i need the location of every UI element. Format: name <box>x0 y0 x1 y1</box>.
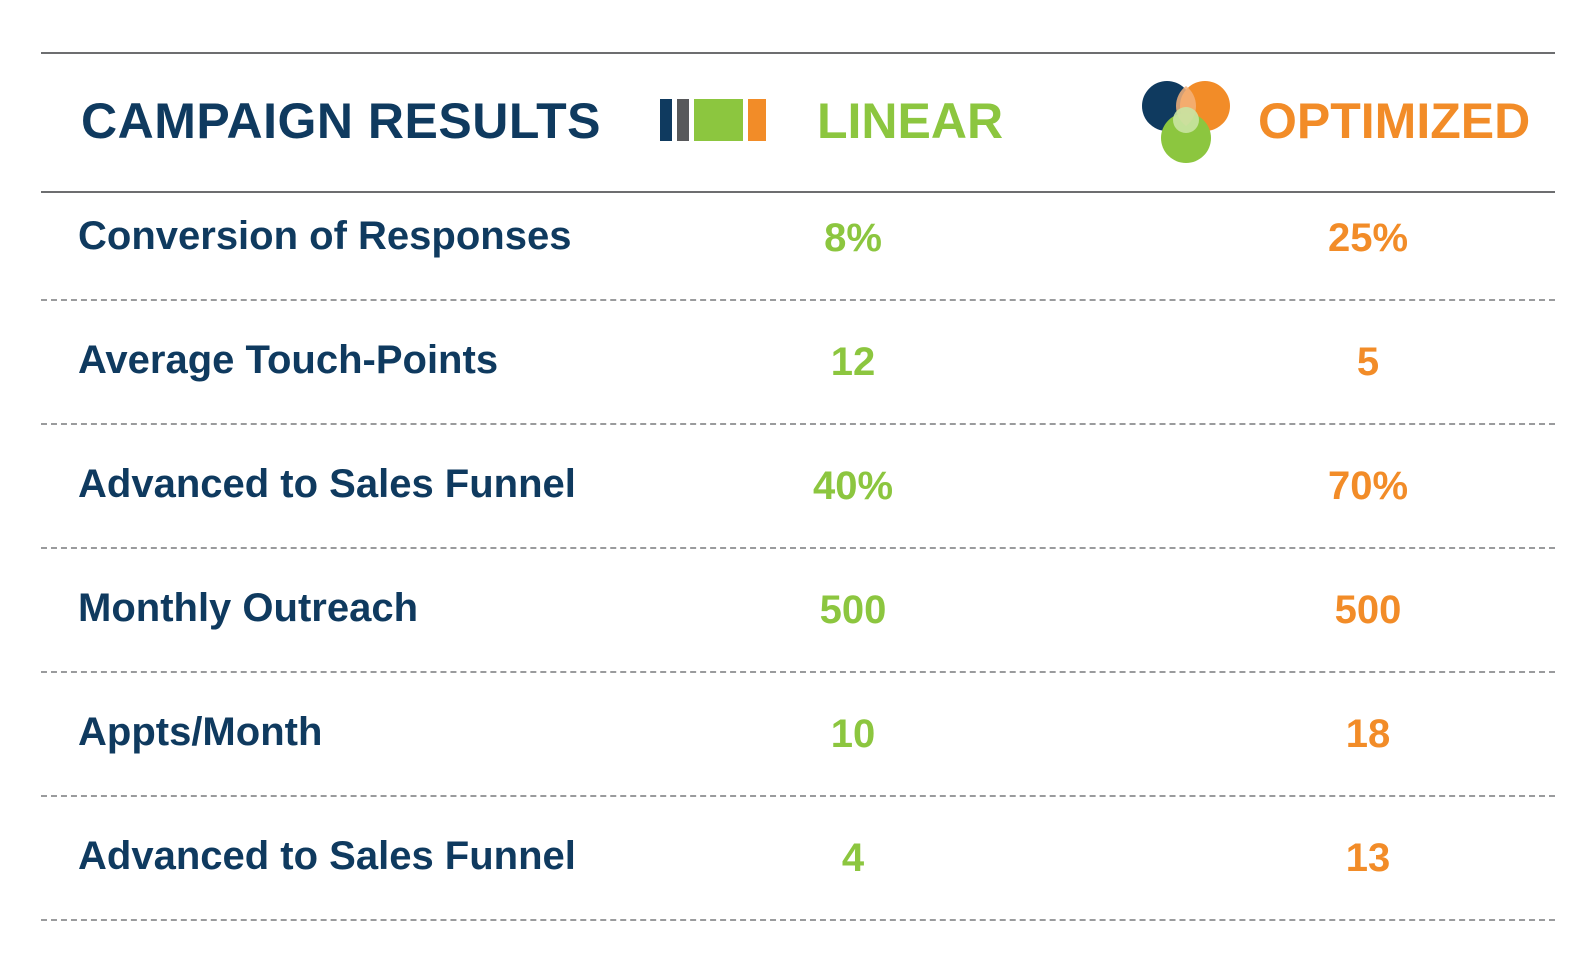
header-rule <box>41 191 1555 193</box>
optimized-value: 18 <box>1345 712 1391 756</box>
linear-column-header: LINEAR <box>817 93 1004 149</box>
metric-label: Monthly Outreach <box>78 586 419 630</box>
linear-value: 500 <box>819 588 887 632</box>
row-divider <box>41 299 1555 301</box>
linear-value: 4 <box>841 836 865 880</box>
optimized-value: 70% <box>1327 464 1409 508</box>
linear-value: 40% <box>812 464 894 508</box>
optimized-value: 13 <box>1345 836 1391 880</box>
metric-label: Appts/Month <box>78 710 323 754</box>
row-divider <box>41 919 1555 921</box>
table-row: Conversion of Responses 8% 25% <box>0 177 1588 301</box>
venn-circles-icon <box>1142 81 1230 163</box>
top-rule <box>41 52 1555 54</box>
linear-value: 8% <box>824 216 882 260</box>
table-row: Advanced to Sales Funnel 40% 70% <box>0 425 1588 549</box>
table-row: Monthly Outreach 500 500 <box>0 549 1588 673</box>
optimized-value: 500 <box>1334 588 1402 632</box>
metric-label: Advanced to Sales Funnel <box>78 462 576 506</box>
metric-label: Advanced to Sales Funnel <box>78 834 576 878</box>
table-row: Advanced to Sales Funnel 4 13 <box>0 797 1588 921</box>
row-divider <box>41 795 1555 797</box>
table-row: Appts/Month 10 18 <box>0 673 1588 797</box>
bars-icon <box>660 99 766 141</box>
linear-value: 12 <box>830 340 876 384</box>
row-divider <box>41 423 1555 425</box>
metric-label: Average Touch-Points <box>78 338 499 382</box>
table-row: Average Touch-Points 12 5 <box>0 301 1588 425</box>
optimized-value: 25% <box>1327 216 1409 260</box>
optimized-column-header: OPTIMIZED <box>1258 93 1531 149</box>
metric-label: Conversion of Responses <box>78 214 572 258</box>
table-title: CAMPAIGN RESULTS <box>81 93 602 149</box>
row-divider <box>41 547 1555 549</box>
linear-value: 10 <box>830 712 876 756</box>
row-divider <box>41 671 1555 673</box>
optimized-value: 5 <box>1356 340 1380 384</box>
